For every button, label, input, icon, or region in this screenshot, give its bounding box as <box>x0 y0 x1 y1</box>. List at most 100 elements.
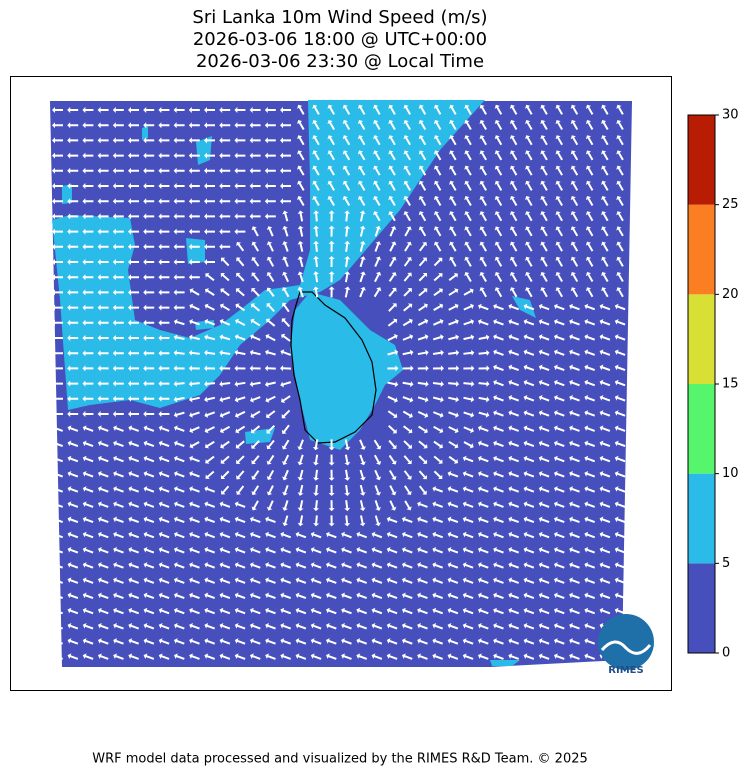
wind-arrow <box>82 531 94 539</box>
wind-arrow <box>266 485 274 496</box>
wind-arrow <box>313 225 320 237</box>
wind-arrow <box>158 425 170 432</box>
wind-arrow <box>403 180 411 191</box>
wind-arrow <box>359 500 366 512</box>
wind-arrow <box>553 501 565 508</box>
wind-arrow <box>538 303 550 311</box>
wind-arrow <box>295 577 307 584</box>
wind-arrow <box>143 259 155 265</box>
wind-arrow <box>97 440 109 448</box>
wind-arrow <box>281 409 291 419</box>
wind-arrow <box>264 167 276 174</box>
wind-arrow <box>344 484 351 496</box>
wind-arrow <box>508 379 520 387</box>
wind-arrow <box>433 257 443 267</box>
wind-arrow <box>509 287 518 298</box>
wind-arrow <box>249 152 261 159</box>
wind-arrow <box>341 592 352 600</box>
wind-arrow <box>325 546 337 554</box>
wind-arrow <box>158 380 170 387</box>
wind-arrow <box>265 531 276 539</box>
wind-arrow <box>584 318 596 326</box>
wind-arrow <box>249 638 261 645</box>
wind-arrow <box>388 165 396 176</box>
wind-arrow <box>509 104 518 115</box>
wind-arrow <box>418 257 428 267</box>
wind-arrow <box>601 241 609 252</box>
wind-arrow <box>67 122 79 129</box>
wind-arrow <box>112 289 124 296</box>
wind-arrow <box>251 485 260 496</box>
wind-arrow <box>265 577 276 584</box>
wind-arrow <box>188 274 200 281</box>
wind-arrow <box>433 318 444 326</box>
wind-arrow <box>52 470 64 478</box>
wind-arrow <box>173 152 185 159</box>
wind-arrow <box>386 577 398 584</box>
wind-arrow <box>538 425 550 432</box>
wind-arrow <box>251 440 260 449</box>
wind-arrow <box>432 516 444 524</box>
wind-arrow <box>128 440 140 448</box>
wind-arrow <box>433 425 444 434</box>
wind-arrow <box>236 241 245 252</box>
wind-arrow <box>584 531 596 539</box>
wind-arrow <box>204 501 216 508</box>
logo-text: RIMES <box>608 665 643 676</box>
wind-arrow <box>432 380 444 387</box>
wind-arrow <box>97 546 109 554</box>
wind-arrow <box>508 410 520 417</box>
wind-arrow <box>401 607 413 615</box>
wind-arrow <box>555 150 563 161</box>
wind-arrow <box>478 349 490 356</box>
wind-arrow <box>97 350 109 357</box>
wind-arrow <box>251 226 259 237</box>
wind-arrow <box>523 516 535 524</box>
wind-arrow <box>553 562 565 569</box>
wind-arrow <box>523 622 535 630</box>
wind-arrow <box>614 394 626 402</box>
wind-arrow <box>342 135 351 146</box>
wind-arrow <box>388 439 397 449</box>
wind-arrow <box>327 150 335 161</box>
wind-arrow <box>297 180 305 191</box>
wind-arrow <box>328 225 335 237</box>
wind-arrow <box>464 180 472 191</box>
wind-arrow <box>234 213 246 220</box>
wind-arrow <box>113 531 124 539</box>
wind-arrow <box>418 455 428 464</box>
wind-arrow <box>204 198 215 205</box>
wind-arrow <box>128 622 140 630</box>
wind-arrow <box>158 122 170 129</box>
wind-arrow <box>173 411 185 418</box>
wind-arrow <box>97 501 109 508</box>
wind-arrow <box>143 243 155 250</box>
wind-arrow <box>266 318 276 327</box>
wind-arrow <box>448 349 460 356</box>
wind-arrow <box>128 531 140 539</box>
wind-arrow <box>584 562 596 569</box>
wind-arrow <box>188 243 200 250</box>
wind-arrow <box>158 395 170 402</box>
wind-arrow <box>448 455 459 464</box>
wind-arrow <box>540 272 548 283</box>
wind-arrow <box>52 622 64 630</box>
wind-arrow <box>312 439 319 451</box>
wind-arrow <box>448 396 460 403</box>
wind-arrow <box>143 380 155 387</box>
wind-arrow <box>82 470 94 478</box>
wind-arrow <box>143 562 155 569</box>
wind-arrow <box>417 365 429 372</box>
wind-arrow <box>601 165 609 176</box>
wind-arrow <box>614 577 626 584</box>
wind-arrow <box>82 122 94 129</box>
wind-arrow <box>584 425 596 432</box>
wind-arrow <box>449 226 457 237</box>
wind-arrow <box>280 198 291 205</box>
wind-arrow <box>433 272 443 282</box>
wind-arrow <box>417 410 429 418</box>
wind-arrow <box>614 516 626 524</box>
wind-arrow <box>356 638 368 645</box>
wind-arrow <box>570 165 579 176</box>
wind-arrow <box>569 501 580 508</box>
